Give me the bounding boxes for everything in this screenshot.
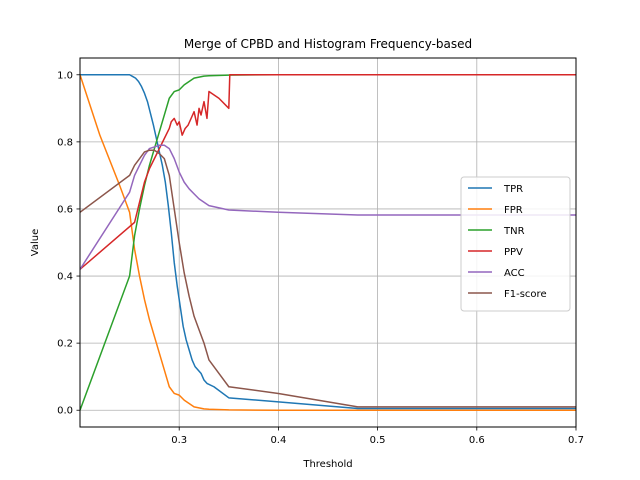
x-axis-label: Threshold [302, 459, 352, 470]
x-tick-label: 0.5 [370, 435, 386, 446]
series-line-tpr [80, 74, 576, 410]
series-line-f1-score [80, 149, 576, 408]
plot-area [80, 74, 576, 411]
chart-title: Merge of CPBD and Histogram Frequency-ba… [184, 37, 472, 51]
legend-label-fpr: FPR [504, 205, 523, 216]
legend-label-tnr: TNR [503, 226, 525, 237]
legend-label-acc: ACC [504, 268, 525, 279]
y-tick-label: 0.6 [57, 204, 73, 215]
x-tick-label: 0.4 [270, 435, 286, 446]
y-tick-label: 1.0 [57, 70, 73, 81]
plot-frame [79, 57, 577, 428]
x-tick-label: 0.7 [568, 435, 584, 446]
series-line-ppv [80, 74, 576, 270]
y-tick-label: 0.2 [57, 339, 73, 350]
y-tick-label: 0.4 [57, 272, 73, 283]
legend-label-f1-score: F1-score [504, 289, 547, 300]
legend-box [460, 176, 571, 312]
y-tick-label: 0.8 [57, 137, 73, 148]
series-line-acc [80, 144, 576, 270]
y-axis-label: Value [30, 229, 41, 256]
ticks: 0.3 0.4 0.5 0.6 0.7 0.0 0.2 0.4 0.6 0.8 1.0 [57, 70, 584, 446]
series-line-tnr [80, 74, 576, 411]
legend: TPR FPR TNR PPV ACC F1-score [460, 176, 571, 312]
y-tick-label: 0.0 [57, 406, 73, 417]
x-tick-label: 0.3 [171, 435, 187, 446]
legend-label-tpr: TPR [503, 184, 523, 195]
legend-label-ppv: PPV [504, 247, 523, 258]
x-tick-label: 0.6 [469, 435, 485, 446]
